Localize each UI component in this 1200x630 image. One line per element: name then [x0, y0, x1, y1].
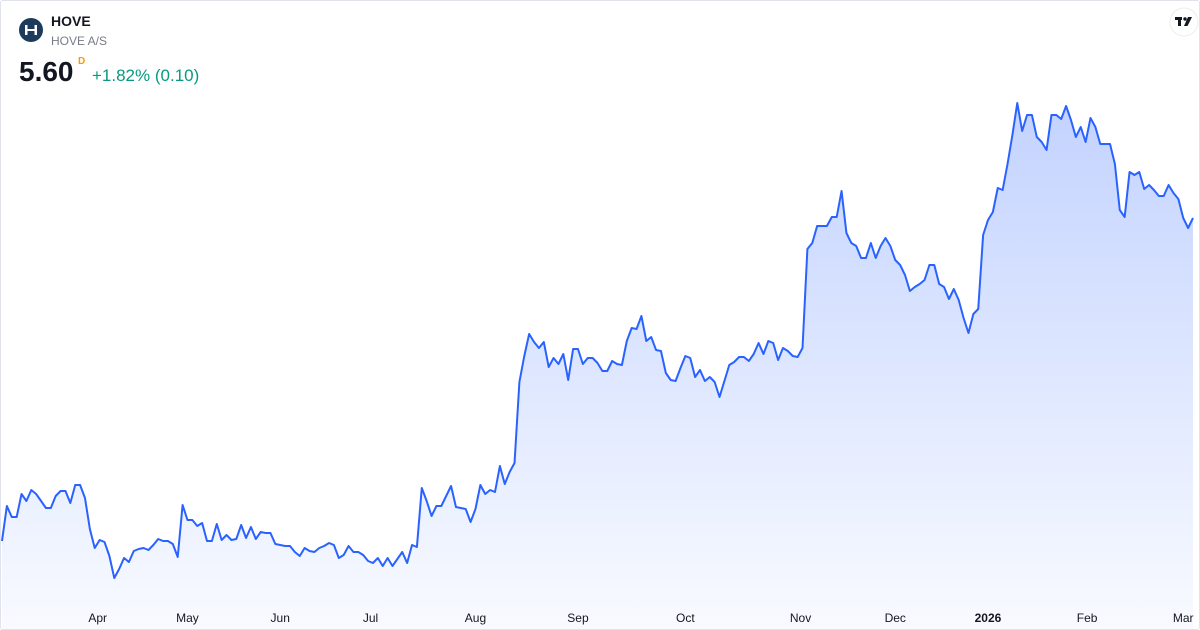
x-tick-label: May: [176, 611, 199, 625]
x-tick-label: Apr: [88, 611, 107, 625]
x-tick-label: Dec: [885, 611, 906, 625]
price-change: +1.82% (0.10): [92, 66, 200, 85]
price-line: [1, 102, 1194, 579]
x-tick-label: Aug: [465, 611, 486, 625]
tradingview-logo[interactable]: [1169, 7, 1199, 37]
last-price: 5.60: [19, 56, 74, 87]
x-tick-label: Oct: [676, 611, 695, 625]
symbol-logo: [19, 18, 43, 42]
x-tick-label: Feb: [1077, 611, 1098, 625]
x-tick-label: Jul: [363, 611, 378, 625]
x-tick-label: Nov: [790, 611, 811, 625]
area-fill: [2, 103, 1193, 629]
x-tick-label: Jun: [271, 611, 290, 625]
x-tick-label: Sep: [567, 611, 589, 625]
interval: D: [78, 56, 86, 67]
x-tick-label: 2026: [975, 611, 1002, 625]
symbol: HOVE: [51, 13, 91, 29]
x-tick-label: Mar: [1173, 611, 1194, 625]
company-name: HOVE A/S: [51, 34, 108, 48]
